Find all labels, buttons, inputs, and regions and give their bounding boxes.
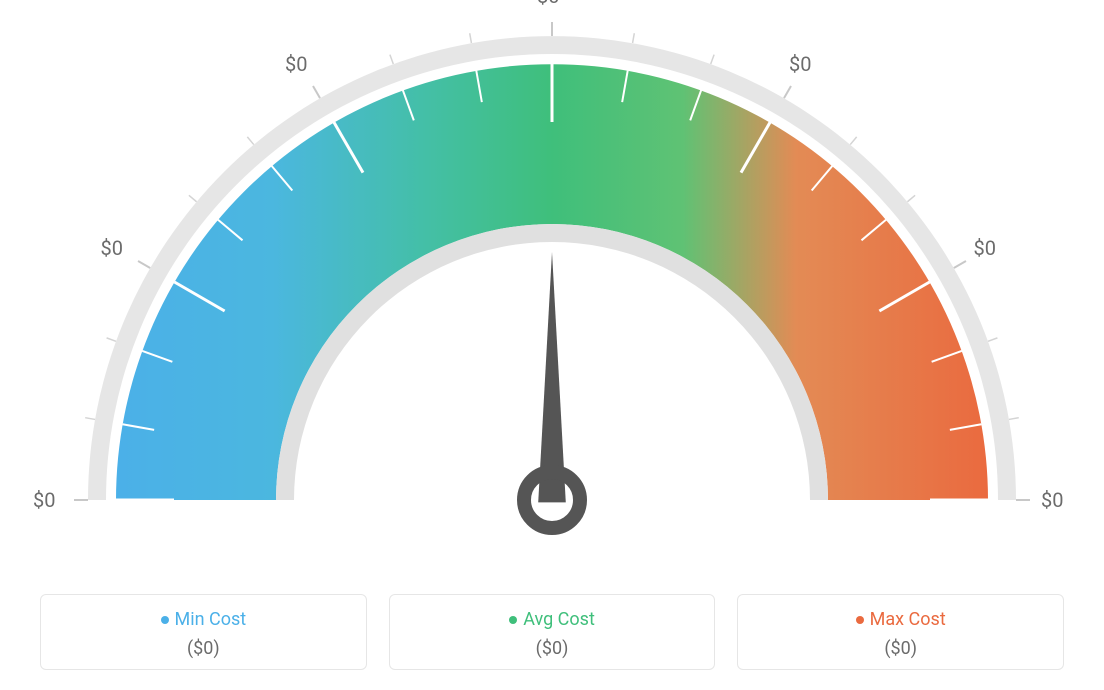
legend-value-avg: ($0) — [400, 638, 705, 659]
gauge-tick-label: $0 — [973, 236, 995, 260]
gauge-tick-label: $0 — [33, 488, 55, 512]
legend-value-max: ($0) — [748, 638, 1053, 659]
gauge-tick-label: $0 — [101, 236, 123, 260]
gauge-tick-label: $0 — [285, 52, 307, 76]
legend-value-min: ($0) — [51, 638, 356, 659]
legend-label-max: Max Cost — [870, 609, 946, 630]
cost-gauge-container: $0 $0 $0 $0 $0 $0 $0 Min Cost ($0) Avg Cost ($… — [0, 0, 1104, 690]
gauge-tick-label: $0 — [789, 52, 811, 76]
legend-card-avg: Avg Cost ($0) — [389, 594, 716, 670]
legend-card-max: Max Cost ($0) — [737, 594, 1064, 670]
legend-card-min: Min Cost ($0) — [40, 594, 367, 670]
gauge-chart: $0 $0 $0 $0 $0 $0 $0 — [0, 0, 1104, 560]
legend-title-avg: Avg Cost — [400, 609, 705, 630]
gauge-tick-label: $0 — [1041, 488, 1063, 512]
gauge-svg — [0, 0, 1104, 560]
legend-row: Min Cost ($0) Avg Cost ($0) Max Cost ($0… — [40, 594, 1064, 670]
gauge-tick-label: $0 — [537, 0, 559, 8]
legend-title-min: Min Cost — [51, 609, 356, 630]
legend-title-max: Max Cost — [748, 609, 1053, 630]
legend-dot-max — [856, 616, 864, 624]
legend-label-avg: Avg Cost — [523, 609, 595, 630]
legend-label-min: Min Cost — [175, 609, 247, 630]
legend-dot-min — [161, 616, 169, 624]
legend-dot-avg — [509, 616, 517, 624]
